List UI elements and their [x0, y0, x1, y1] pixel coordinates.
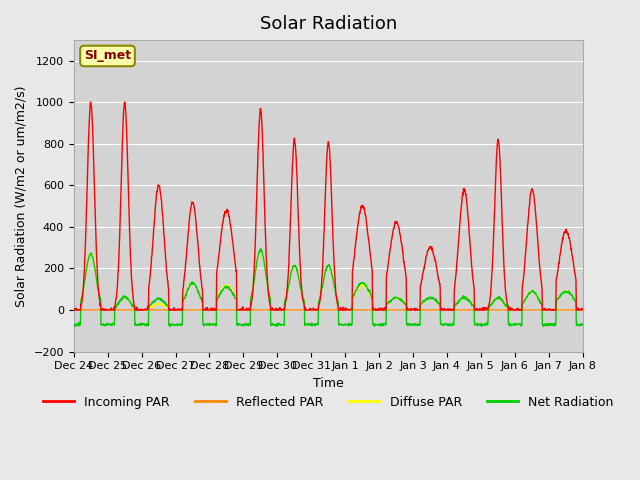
Text: SI_met: SI_met: [84, 49, 131, 62]
Legend: Incoming PAR, Reflected PAR, Diffuse PAR, Net Radiation: Incoming PAR, Reflected PAR, Diffuse PAR…: [38, 391, 618, 414]
X-axis label: Time: Time: [313, 377, 344, 390]
Y-axis label: Solar Radiation (W/m2 or um/m2/s): Solar Radiation (W/m2 or um/m2/s): [15, 85, 28, 307]
Title: Solar Radiation: Solar Radiation: [260, 15, 397, 33]
